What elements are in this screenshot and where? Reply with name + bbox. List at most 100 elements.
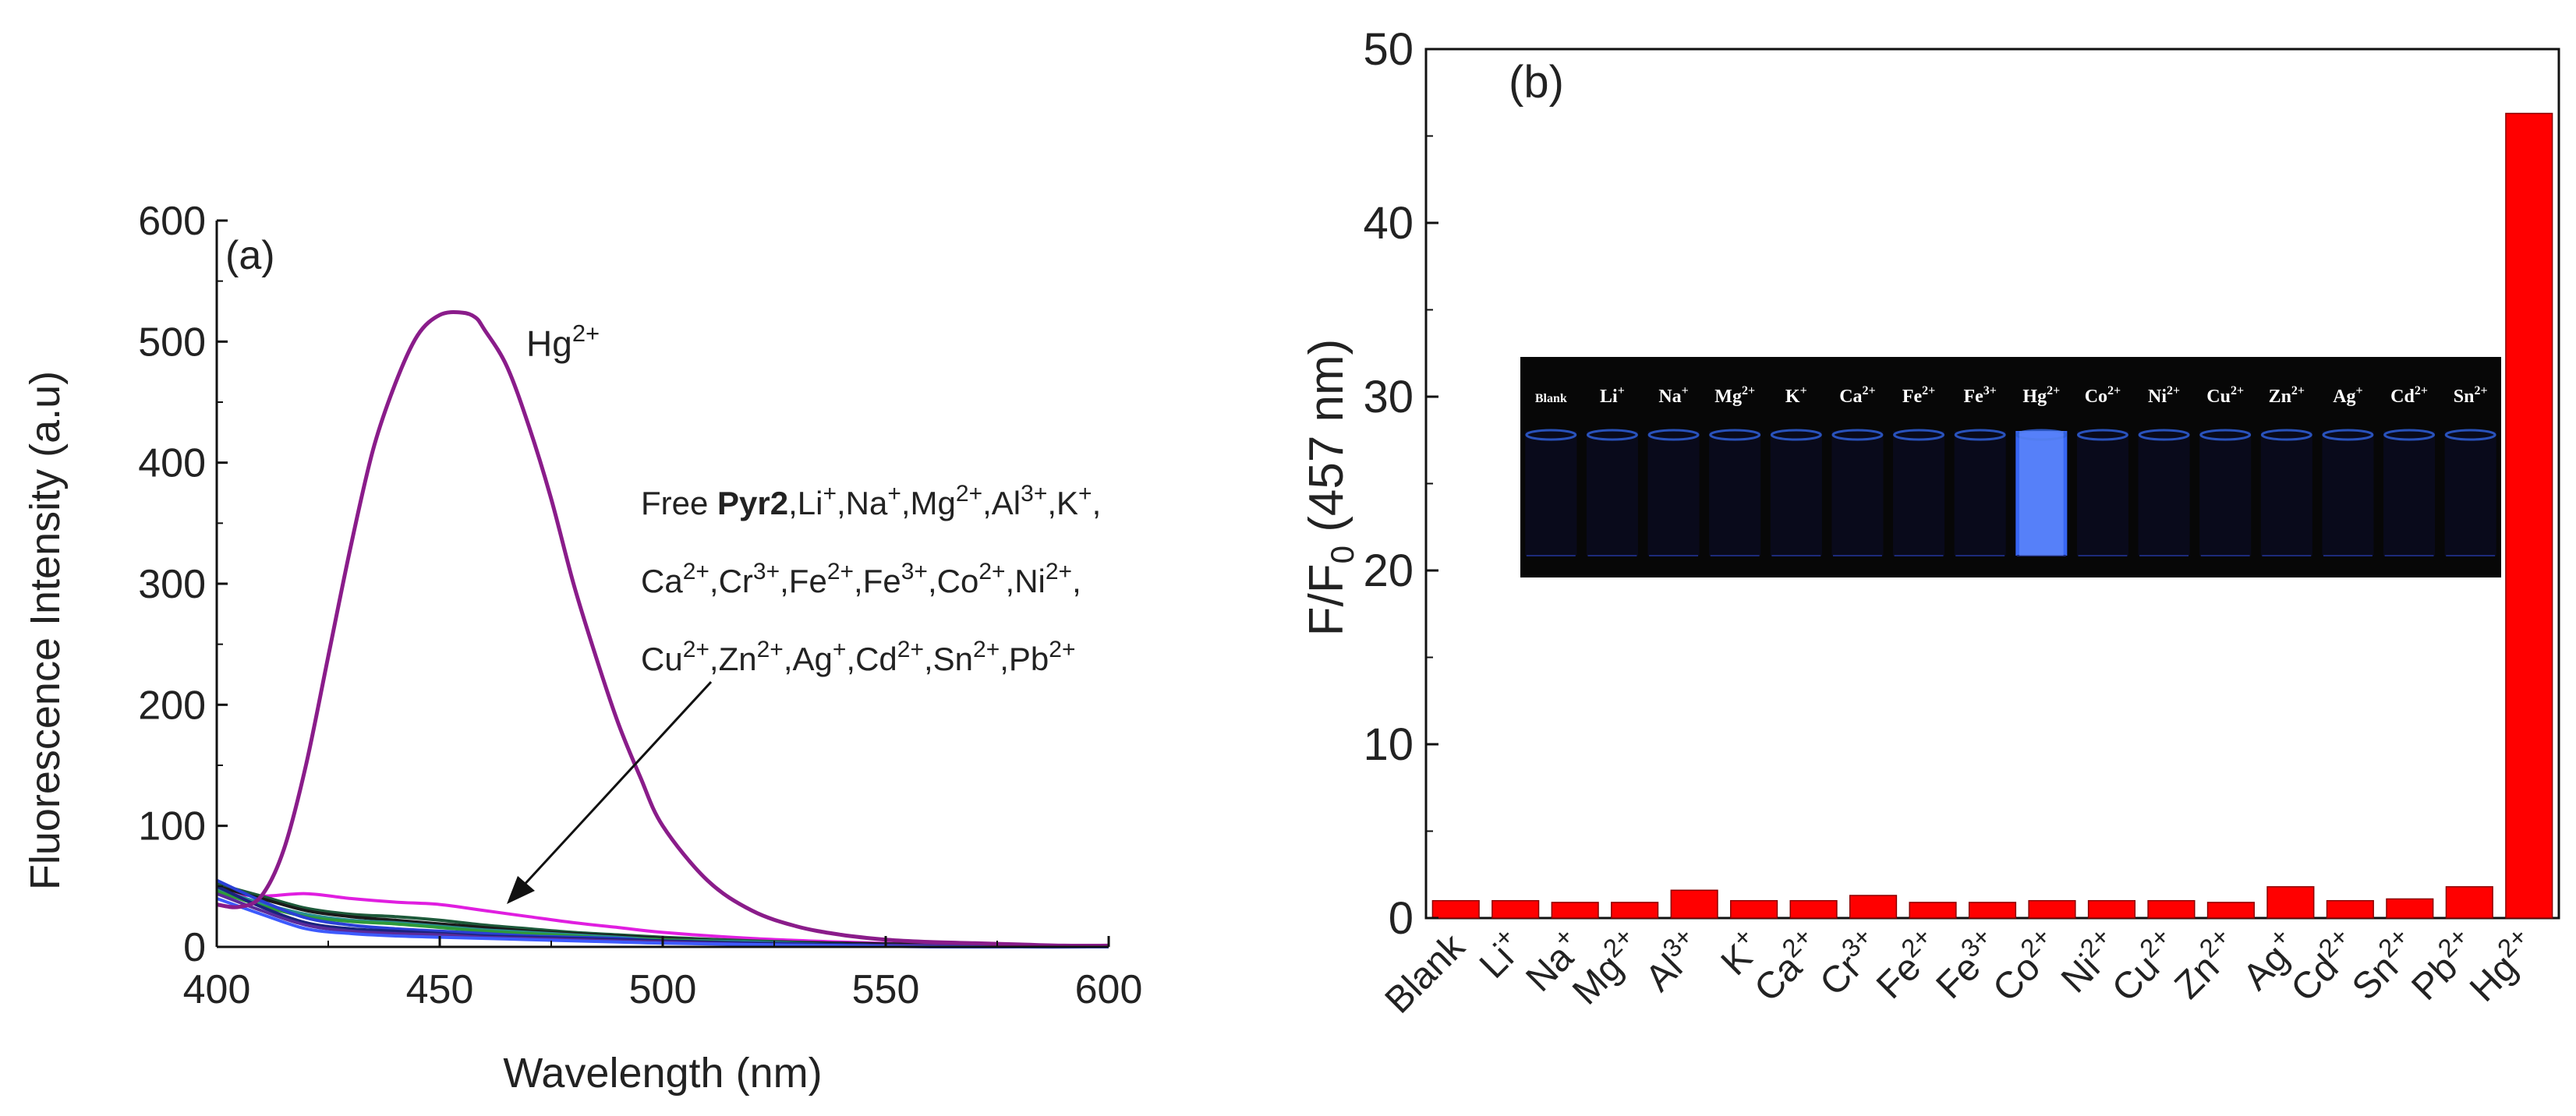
x-category-label: Al3+ [1633, 922, 1711, 1000]
ion-annotation-sup: + [823, 481, 837, 507]
bar-hg-2plus [2505, 112, 2553, 919]
ion-annotation-text: ,K [1047, 485, 1078, 521]
inset-vial-label: Hg2+ [2022, 384, 2060, 407]
vial-meniscus [2260, 429, 2312, 441]
ion-annotation-sup: + [833, 637, 847, 662]
bar-cu-2plus [2147, 899, 2196, 919]
x-tick-label: 500 [629, 967, 697, 1012]
vial-meniscus [1893, 429, 1945, 441]
bar-cr-3plus [1849, 895, 1898, 919]
hg-peak-label: Hg2+ [526, 320, 600, 364]
x-category-label: Cr3+ [1808, 922, 1891, 1005]
x-category-label: Co2+ [1981, 922, 2069, 1010]
vial-meniscus [2138, 429, 2190, 441]
y-tick-label: 30 [1363, 372, 1414, 422]
inset-vial-label: Blank [1535, 392, 1567, 405]
ion-annotation-text: ,Pb [1000, 641, 1049, 677]
y-axis-title: Fluorescence Intensity (a.u) [22, 371, 69, 890]
bar-zn-2plus [2206, 902, 2255, 919]
ion-annotation-text: ,Fe [780, 563, 827, 599]
vial-meniscus [2383, 429, 2436, 441]
ion-annotation-text: Free [641, 485, 717, 521]
vial-meniscus [2322, 429, 2374, 441]
ion-annotation-sup: 2+ [683, 637, 709, 662]
ion-annotation-text: ,Mg [901, 485, 956, 521]
bar-na-plus [1551, 902, 1599, 919]
ion-annotation-sup: 2+ [1046, 559, 1072, 584]
vial-meniscus [1831, 429, 1884, 441]
vial [1954, 431, 2006, 556]
vial [2076, 431, 2128, 556]
panel-b-label: (b) [1509, 57, 1564, 108]
vial-meniscus [1586, 429, 1638, 441]
y-tick-label: 50 [1363, 24, 1414, 75]
inset-vial-label: Co2+ [2085, 384, 2121, 407]
ion-annotation-sup: 3+ [753, 559, 780, 584]
ion-annotation-sup: + [1078, 481, 1092, 507]
x-category-label: Sn2+ [2340, 922, 2426, 1008]
x-category-label: Fe3+ [1924, 922, 2009, 1007]
x-category-label: Cu2+ [2100, 922, 2189, 1010]
bar-cd-2plus [2326, 899, 2374, 919]
vial [2138, 431, 2190, 556]
inset-vial-label: Cu2+ [2206, 384, 2244, 407]
y-tick-label: 0 [1389, 893, 1414, 944]
x-tick-label: 450 [406, 967, 474, 1012]
glow-highlight [2019, 431, 2064, 556]
ion-annotation-text: ,Ag [784, 641, 833, 677]
series-line-hg2- [216, 309, 1109, 948]
ion-annotation-sup: 2+ [683, 559, 709, 584]
ion-annotation-text: ,Cr [709, 563, 753, 599]
vial [1893, 431, 1945, 556]
y-tick-label: 600 [138, 199, 206, 244]
ion-annotation-text: , [1072, 563, 1081, 599]
x-tick-label: 400 [183, 967, 251, 1012]
ion-annotation-text: ,Na [837, 485, 888, 521]
bar-co-2plus [2028, 899, 2076, 919]
ion-annotation-sup: 2+ [757, 637, 784, 662]
y-tick-label: 10 [1363, 719, 1414, 770]
vial [2322, 431, 2374, 556]
vial-meniscus [1770, 429, 1822, 441]
ion-annotation-bold: Pyr2 [717, 485, 788, 521]
vial-meniscus [1525, 429, 1577, 441]
vial-meniscus [1954, 429, 2006, 441]
annotation-arrow-line [519, 680, 713, 890]
panel-a-label: (a) [225, 233, 275, 278]
ion-annotation-sup: 2+ [978, 559, 1005, 584]
y-tick-label: 500 [138, 320, 206, 365]
ion-annotation-sup: 2+ [1049, 637, 1075, 662]
vial-meniscus [2444, 429, 2496, 441]
bar-ca-2plus [1789, 899, 1838, 919]
ion-annotation-sup: 2+ [956, 481, 982, 507]
bar-li-plus [1491, 899, 1540, 919]
y-tick-label: 20 [1363, 546, 1414, 596]
vial [1525, 431, 1577, 556]
x-axis-title: Wavelength (nm) [503, 1050, 822, 1097]
ion-annotation-text: ,Sn [924, 641, 973, 677]
annotation-arrow-head [507, 876, 535, 904]
x-category-label: Fe2+ [1864, 922, 1949, 1007]
inset-vial-label: Cd2+ [2390, 384, 2428, 407]
vial-meniscus [1647, 429, 1700, 441]
ion-annotation-sup: 3+ [901, 559, 928, 584]
bar-al-3plus [1670, 889, 1718, 919]
bar-sn-2plus [2386, 898, 2434, 919]
x-category-label: Li+ [1467, 922, 1532, 987]
vial [1586, 431, 1638, 556]
inset-photo: Blank Li+ Na+ Mg2+ K+ Ca2+ Fe2+ Fe3+ Hg2+ Co2+ Ni2… [1520, 357, 2501, 577]
y-tick-label: 0 [183, 925, 206, 970]
ion-annotation-sup: + [887, 481, 901, 507]
ion-annotation-line: Ca2+,Cr3+,Fe2+,Fe3+,Co2+,Ni2+, [641, 559, 1081, 599]
y-tick-label: 300 [138, 562, 206, 607]
ion-annotation-text: ,Al [982, 485, 1021, 521]
x-tick-label: 600 [1075, 967, 1143, 1012]
bar-ag-plus [2266, 886, 2315, 919]
bar-blank [1431, 899, 1480, 919]
ion-annotation-text: ,Li [788, 485, 823, 521]
vial [2383, 431, 2436, 556]
ion-annotation-text: ,Ni [1006, 563, 1046, 599]
ion-annotation-sup: 3+ [1021, 481, 1047, 507]
panel-a: 0 100 200 300 400 500 600 400 450 500 550 600 Wavele… [22, 199, 1142, 1097]
ion-annotation-text: , [1092, 485, 1102, 521]
